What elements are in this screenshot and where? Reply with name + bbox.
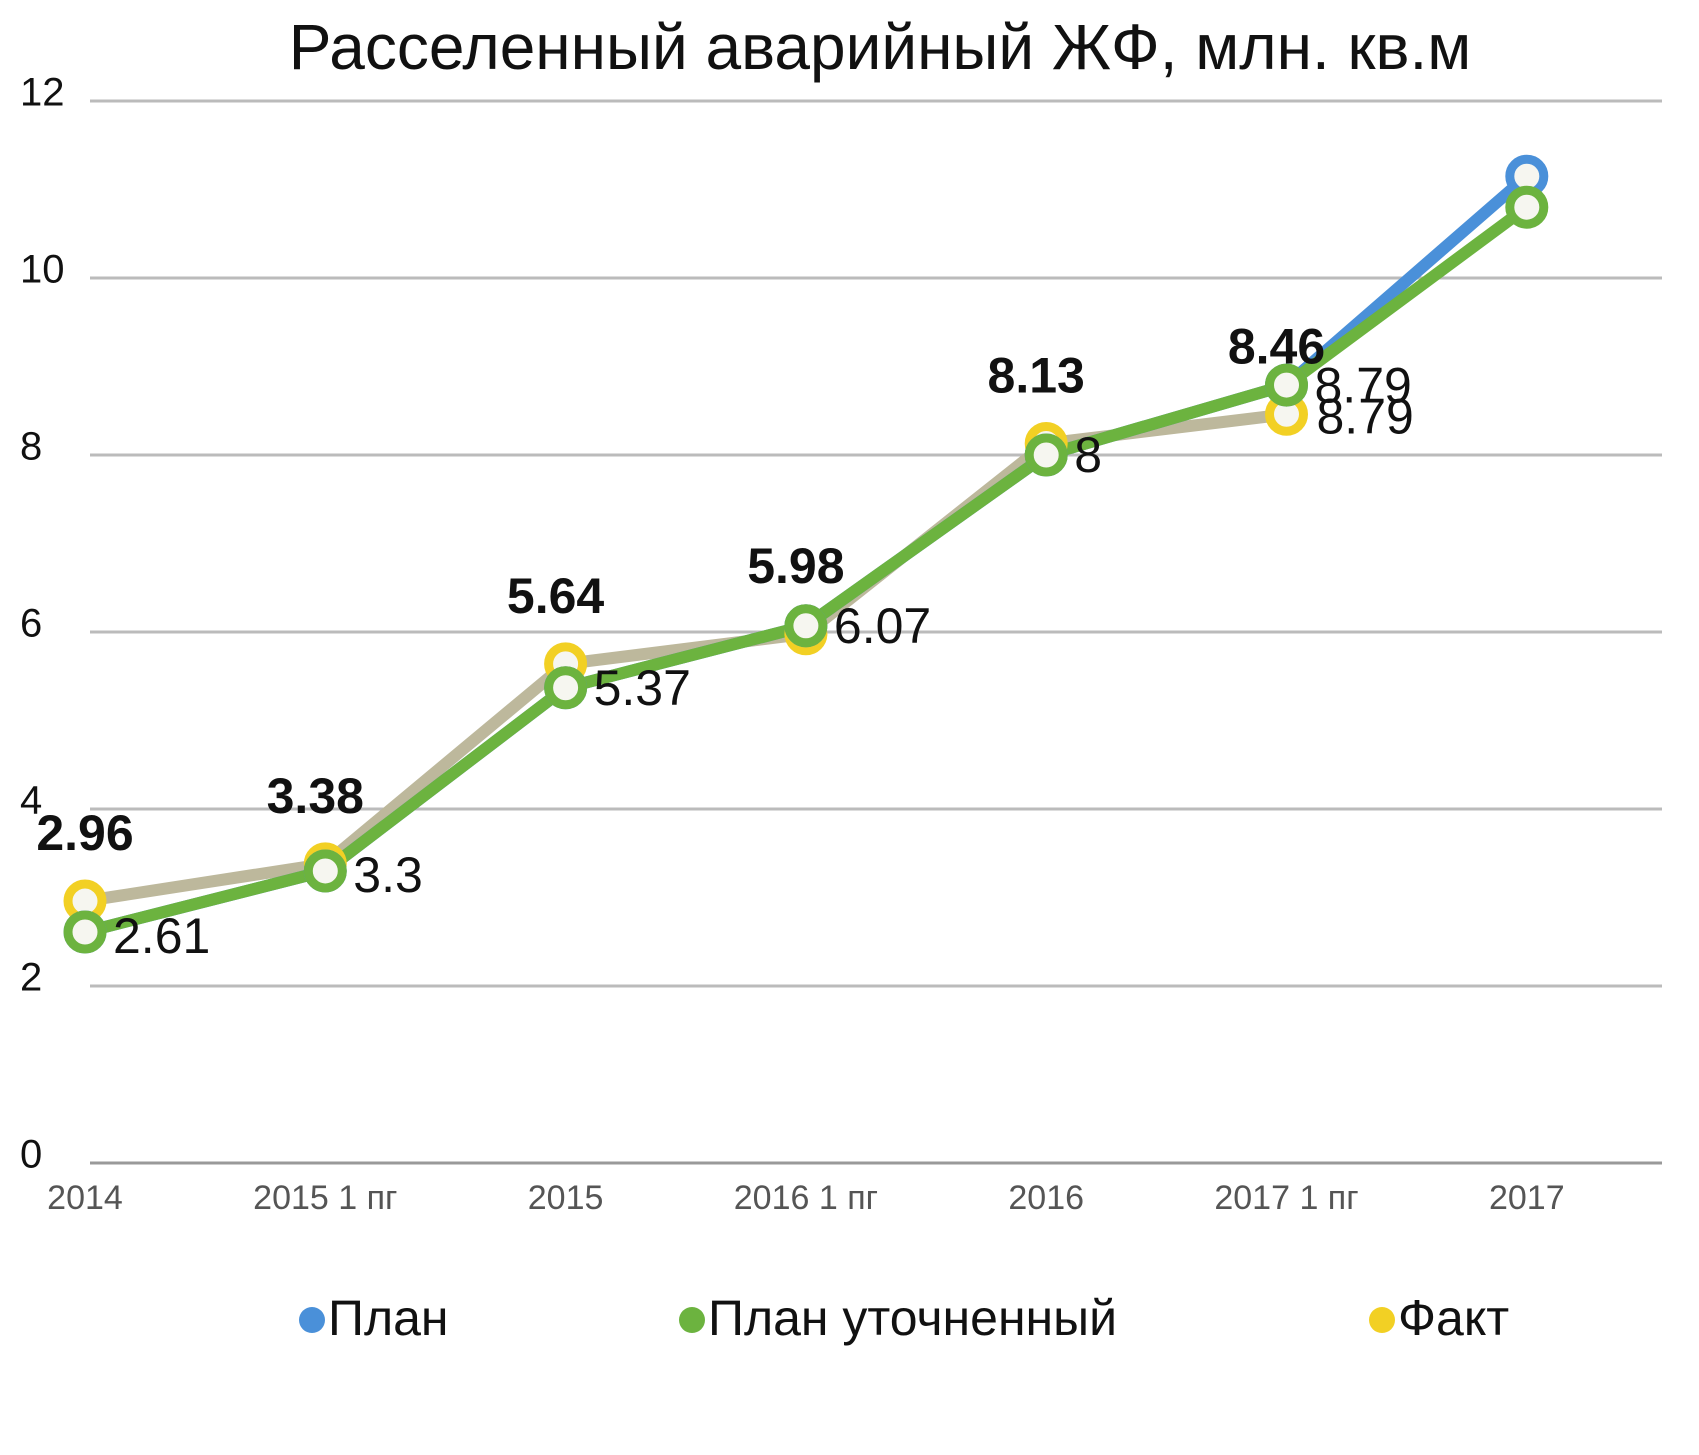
data-label: 6.07 (834, 598, 931, 654)
legend-swatch (679, 1307, 705, 1333)
y-tick-label: 6 (20, 602, 42, 646)
point (544, 666, 588, 710)
legend-swatch (1369, 1307, 1395, 1333)
x-tick-label: 2015 1 пг (253, 1179, 397, 1217)
data-label: 2.96 (36, 805, 133, 861)
point (303, 849, 347, 893)
point (1505, 185, 1549, 229)
point (784, 604, 828, 648)
x-tick-label: 2014 (47, 1179, 123, 1217)
y-tick-label: 10 (20, 248, 65, 292)
data-label: 8.79 (1315, 357, 1412, 413)
data-label: 8.46 (1228, 318, 1325, 374)
legend-label: План (328, 1290, 449, 1346)
data-label: 8 (1074, 427, 1102, 483)
legend-label: План уточненный (708, 1290, 1117, 1346)
data-label: 2.61 (113, 908, 210, 964)
data-label: 3.3 (353, 847, 423, 903)
data-label: 8.13 (988, 348, 1085, 404)
data-label: 8.79 (1317, 388, 1414, 444)
y-tick-label: 0 (20, 1133, 42, 1177)
point (1024, 433, 1068, 477)
y-tick-label: 12 (20, 71, 65, 115)
data-label: 5.98 (747, 538, 844, 594)
x-tick-label: 2016 1 пг (734, 1179, 878, 1217)
data-label: 5.64 (507, 568, 605, 624)
data-label: 3.38 (267, 768, 364, 824)
legend-label: Факт (1398, 1290, 1509, 1346)
point (63, 910, 107, 954)
x-tick-label: 2015 (528, 1179, 604, 1217)
legend-swatch (299, 1307, 325, 1333)
x-tick-label: 2017 1 пг (1214, 1179, 1358, 1217)
data-label: 5.37 (594, 660, 691, 716)
x-tick-label: 2017 (1489, 1179, 1565, 1217)
y-tick-label: 4 (20, 779, 42, 823)
chart-title: Расселенный аварийный ЖФ, млн. кв.м (289, 11, 1472, 83)
x-tick-label: 2016 (1008, 1179, 1084, 1217)
y-tick-label: 8 (20, 425, 42, 469)
point (1265, 363, 1308, 407)
y-tick-label: 2 (20, 956, 42, 1000)
